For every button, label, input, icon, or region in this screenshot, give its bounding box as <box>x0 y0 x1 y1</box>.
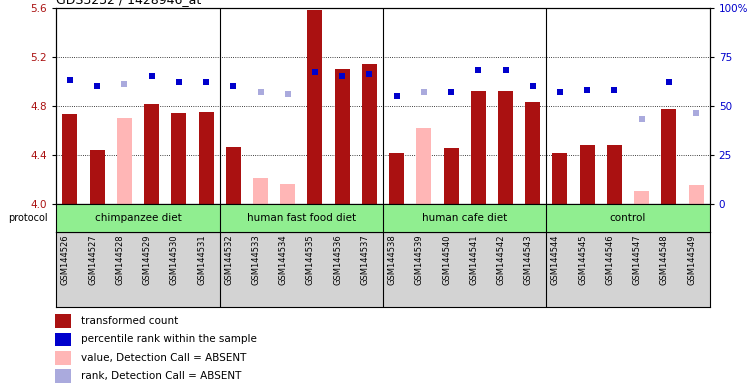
Text: percentile rank within the sample: percentile rank within the sample <box>81 334 257 344</box>
Text: value, Detection Call = ABSENT: value, Detection Call = ABSENT <box>81 353 246 363</box>
Text: control: control <box>610 213 646 223</box>
Text: protocol: protocol <box>8 213 48 223</box>
Bar <box>389 153 404 204</box>
Text: GSM144529: GSM144529 <box>143 235 152 285</box>
Text: GSM144546: GSM144546 <box>605 235 614 285</box>
Bar <box>89 150 104 204</box>
Text: GDS3232 / 1428946_at: GDS3232 / 1428946_at <box>56 0 201 7</box>
Bar <box>198 112 213 204</box>
Text: GSM144527: GSM144527 <box>88 235 97 285</box>
Bar <box>580 145 595 204</box>
Bar <box>280 184 295 204</box>
Text: rank, Detection Call = ABSENT: rank, Detection Call = ABSENT <box>81 371 242 381</box>
Bar <box>226 147 241 204</box>
Bar <box>553 153 568 204</box>
Text: GSM144540: GSM144540 <box>442 235 451 285</box>
Text: GSM144536: GSM144536 <box>333 235 342 285</box>
Text: chimpanzee diet: chimpanzee diet <box>95 213 182 223</box>
Text: GSM144535: GSM144535 <box>306 235 315 285</box>
Text: GSM144534: GSM144534 <box>279 235 288 285</box>
Text: GSM144541: GSM144541 <box>469 235 478 285</box>
Bar <box>307 10 322 204</box>
Text: GSM144538: GSM144538 <box>388 235 397 285</box>
Text: GSM144549: GSM144549 <box>687 235 696 285</box>
Text: GSM144542: GSM144542 <box>496 235 505 285</box>
Text: GSM144537: GSM144537 <box>360 235 369 285</box>
Text: GSM144531: GSM144531 <box>197 235 206 285</box>
Text: GSM144544: GSM144544 <box>551 235 560 285</box>
Bar <box>144 104 159 204</box>
Bar <box>171 113 186 204</box>
Text: GSM144545: GSM144545 <box>578 235 587 285</box>
Bar <box>444 149 459 204</box>
Bar <box>525 102 540 204</box>
Text: GSM144526: GSM144526 <box>61 235 70 285</box>
Bar <box>253 178 268 204</box>
Bar <box>55 369 71 383</box>
Bar <box>55 314 71 328</box>
Text: GSM144530: GSM144530 <box>170 235 179 285</box>
Bar <box>117 118 132 204</box>
Bar <box>662 109 677 204</box>
Bar <box>498 91 513 204</box>
Bar <box>362 64 377 204</box>
Text: human fast food diet: human fast food diet <box>247 213 356 223</box>
Bar <box>335 69 350 204</box>
Bar <box>634 191 649 204</box>
Text: GSM144533: GSM144533 <box>252 235 261 285</box>
Bar <box>416 127 431 204</box>
Text: GSM144547: GSM144547 <box>632 235 641 285</box>
Text: GSM144528: GSM144528 <box>116 235 125 285</box>
Text: GSM144548: GSM144548 <box>660 235 669 285</box>
Bar <box>689 185 704 204</box>
Text: GSM144532: GSM144532 <box>225 235 234 285</box>
Bar <box>55 351 71 365</box>
Text: transformed count: transformed count <box>81 316 179 326</box>
Text: human cafe diet: human cafe diet <box>422 213 508 223</box>
Bar <box>607 145 622 204</box>
Bar <box>62 114 77 204</box>
Bar <box>471 91 486 204</box>
Text: GSM144539: GSM144539 <box>415 235 424 285</box>
Bar <box>55 333 71 346</box>
Text: GSM144543: GSM144543 <box>523 235 532 285</box>
